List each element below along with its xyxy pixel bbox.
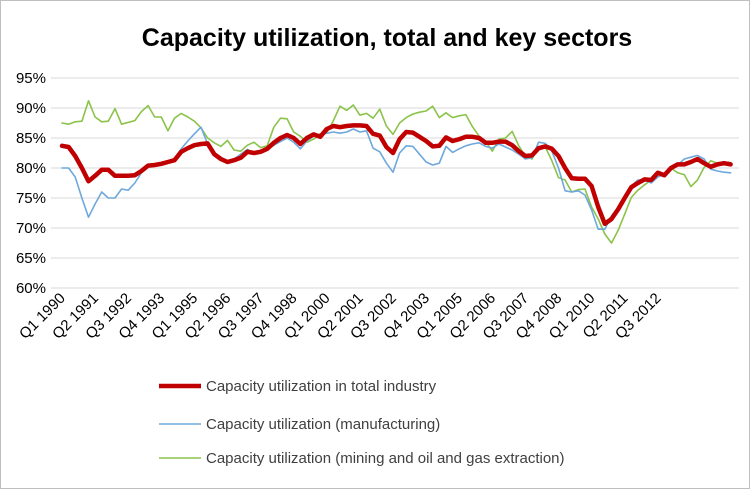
y-tick-label: 80%	[16, 160, 46, 177]
y-tick-label: 65%	[16, 250, 46, 267]
chart-title: Capacity utilization, total and key sect…	[142, 24, 632, 52]
y-tick-label: 75%	[16, 190, 46, 207]
y-tick-label: 85%	[16, 130, 46, 147]
y-axis-ticks: 60% 65% 70% 75% 80% 85% 90% 95%	[16, 70, 46, 297]
plot-series	[59, 100, 733, 244]
y-tick-label: 90%	[16, 100, 46, 117]
series-line-2	[61, 100, 732, 244]
legend: Capacity utilization in total industry Ca…	[159, 378, 565, 467]
legend-label: Capacity utilization (manufacturing)	[206, 416, 440, 433]
y-tick-label: 95%	[16, 70, 46, 87]
legend-label: Capacity utilization in total industry	[206, 378, 437, 395]
y-tick-label: 70%	[16, 220, 46, 237]
series-line-0	[59, 123, 733, 227]
y-tick-label: 60%	[16, 280, 46, 297]
legend-label: Capacity utilization (mining and oil and…	[206, 450, 565, 467]
